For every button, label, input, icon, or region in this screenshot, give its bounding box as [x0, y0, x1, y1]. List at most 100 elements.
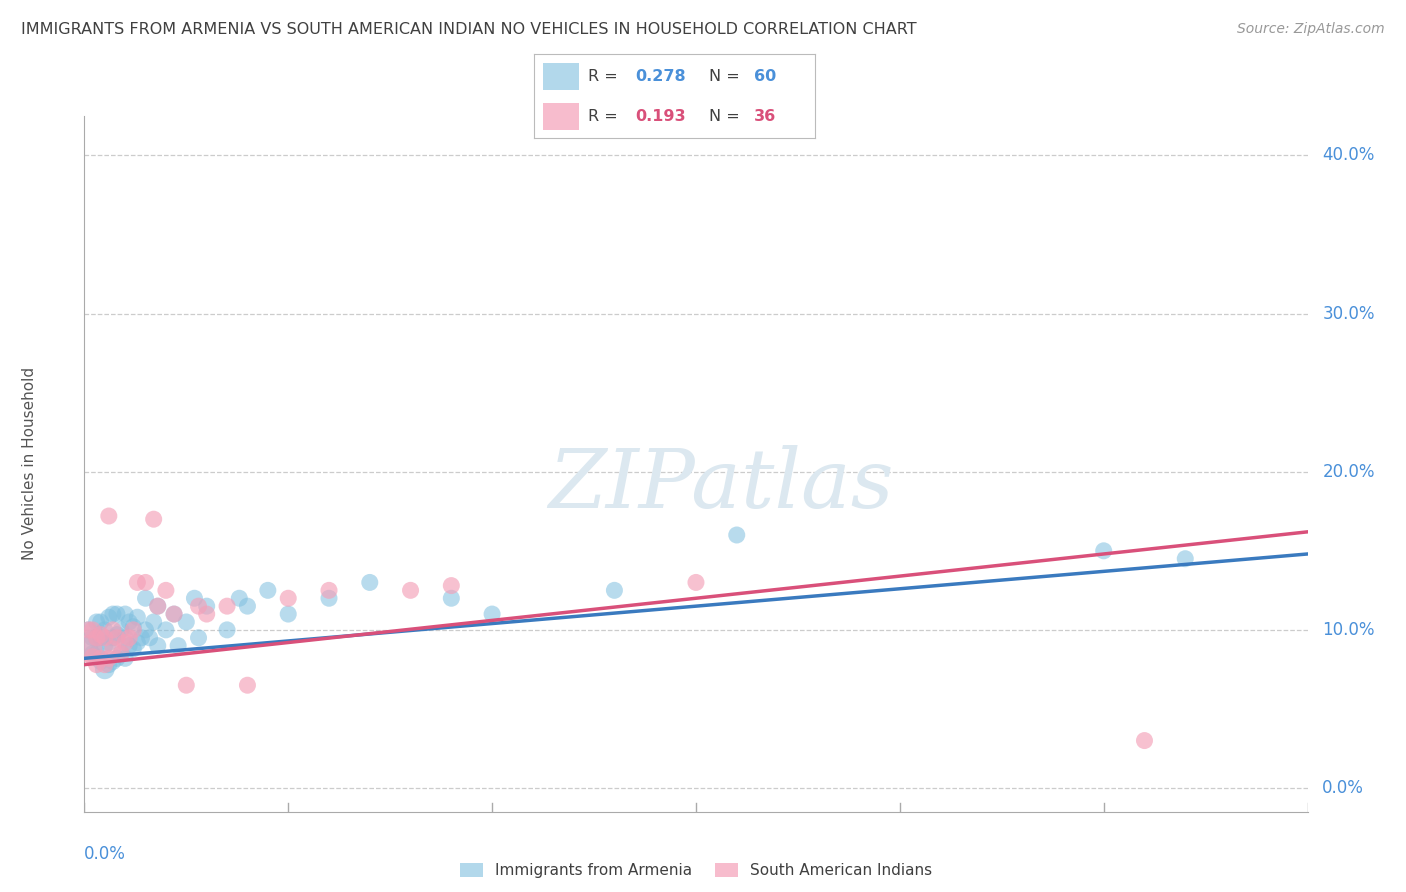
Point [236, 678, 259, 692]
Point [114, 631, 136, 645]
Point [77, 641, 100, 656]
Point [167, 639, 190, 653]
Point [122, 641, 145, 656]
Point [86, 631, 108, 645]
Text: 0.0%: 0.0% [1322, 779, 1364, 797]
Point [93, 662, 115, 676]
Point [174, 678, 197, 692]
Point [122, 623, 145, 637]
Text: N =: N = [709, 109, 745, 124]
Point [97, 635, 120, 649]
Point [90, 615, 112, 629]
Text: 0.0%: 0.0% [84, 845, 127, 863]
Point [110, 647, 132, 661]
Text: 20.0%: 20.0% [1322, 463, 1375, 481]
Point [146, 599, 169, 614]
Point [101, 607, 124, 621]
Text: IMMIGRANTS FROM ARMENIA VS SOUTH AMERICAN INDIAN NO VEHICLES IN HOUSEHOLD CORREL: IMMIGRANTS FROM ARMENIA VS SOUTH AMERICA… [21, 22, 917, 37]
Point [93, 631, 115, 645]
Text: 0.193: 0.193 [636, 109, 686, 124]
Point [93, 657, 115, 672]
Point [163, 607, 186, 621]
Text: R =: R = [588, 69, 623, 84]
Point [277, 607, 299, 621]
Point [359, 575, 381, 590]
Point [187, 631, 209, 645]
Point [217, 623, 239, 637]
Point [440, 578, 463, 592]
Point [90, 651, 112, 665]
Point [118, 639, 141, 653]
Point [105, 631, 128, 645]
Point [187, 599, 209, 614]
Point [97, 508, 120, 523]
Point [318, 583, 340, 598]
Text: 30.0%: 30.0% [1322, 305, 1375, 323]
Point [603, 583, 626, 598]
Point [155, 623, 177, 637]
Point [236, 599, 259, 614]
Point [90, 655, 112, 669]
Point [82, 623, 104, 637]
Bar [543, 103, 579, 130]
Point [86, 615, 108, 629]
Text: 10.0%: 10.0% [1322, 621, 1375, 639]
Point [183, 591, 205, 606]
Point [138, 631, 160, 645]
Text: 36: 36 [754, 109, 776, 124]
Point [217, 599, 239, 614]
Point [277, 591, 299, 606]
Point [481, 607, 503, 621]
Point [122, 620, 145, 634]
Point [114, 651, 136, 665]
Point [77, 623, 100, 637]
Point [131, 631, 153, 645]
Point [174, 615, 197, 629]
Text: ZIPatlas: ZIPatlas [548, 445, 893, 524]
Point [93, 639, 115, 653]
Point [725, 528, 748, 542]
Text: 40.0%: 40.0% [1322, 146, 1375, 164]
Point [257, 583, 280, 598]
Point [142, 512, 165, 526]
Point [114, 635, 136, 649]
Point [82, 631, 104, 645]
Point [142, 615, 165, 629]
Point [110, 647, 132, 661]
Point [155, 583, 177, 598]
Point [90, 631, 112, 645]
Point [105, 651, 128, 665]
Point [86, 647, 108, 661]
Point [146, 599, 169, 614]
Text: 0.278: 0.278 [636, 69, 686, 84]
Point [195, 599, 218, 614]
Point [135, 575, 157, 590]
Text: N =: N = [709, 69, 745, 84]
Point [135, 623, 157, 637]
Point [110, 623, 132, 637]
Point [118, 631, 141, 645]
Point [685, 575, 707, 590]
Point [93, 623, 115, 637]
Point [97, 610, 120, 624]
Point [127, 575, 149, 590]
Point [77, 639, 100, 653]
Point [101, 641, 124, 656]
Text: Source: ZipAtlas.com: Source: ZipAtlas.com [1237, 22, 1385, 37]
Point [440, 591, 463, 606]
Point [105, 627, 128, 641]
Point [195, 607, 218, 621]
Point [101, 655, 124, 669]
Point [135, 591, 157, 606]
Point [127, 610, 149, 624]
Point [97, 651, 120, 665]
Point [163, 607, 186, 621]
Point [118, 615, 141, 629]
Point [101, 623, 124, 637]
Point [127, 635, 149, 649]
Point [82, 647, 104, 661]
Point [82, 649, 104, 664]
Point [114, 607, 136, 621]
Text: 60: 60 [754, 69, 776, 84]
Legend: Immigrants from Armenia, South American Indians: Immigrants from Armenia, South American … [454, 857, 938, 884]
